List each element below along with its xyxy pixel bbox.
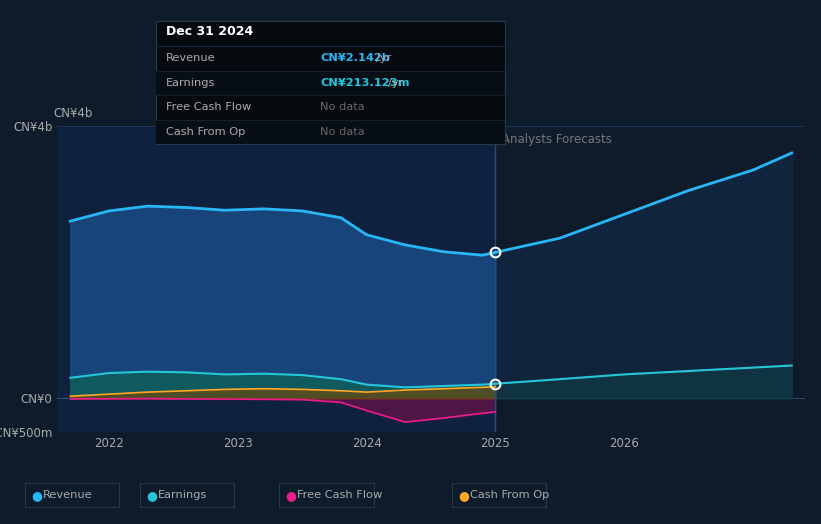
Bar (57, 126, 495, 432)
Text: Free Cash Flow: Free Cash Flow (297, 490, 383, 500)
Text: No data: No data (320, 127, 365, 137)
Text: Cash From Op: Cash From Op (470, 490, 549, 500)
Text: ●: ● (146, 489, 157, 501)
Text: ●: ● (286, 489, 296, 501)
Text: Free Cash Flow: Free Cash Flow (166, 102, 251, 112)
Text: CN¥4b: CN¥4b (53, 106, 93, 119)
Bar (495, 126, 805, 432)
Text: /yr: /yr (388, 78, 403, 88)
Text: ●: ● (31, 489, 42, 501)
Text: Analysts Forecasts: Analysts Forecasts (502, 134, 612, 146)
Text: /yr: /yr (376, 53, 391, 63)
Text: CN¥2.142b: CN¥2.142b (320, 53, 390, 63)
Text: Revenue: Revenue (166, 53, 215, 63)
Text: Dec 31 2024: Dec 31 2024 (166, 25, 253, 38)
Text: ●: ● (458, 489, 469, 501)
Text: CN¥213.123m: CN¥213.123m (320, 78, 410, 88)
Text: No data: No data (320, 102, 365, 112)
Text: Past: Past (465, 134, 489, 146)
Text: Revenue: Revenue (43, 490, 92, 500)
Text: Earnings: Earnings (158, 490, 207, 500)
Text: Cash From Op: Cash From Op (166, 127, 245, 137)
Text: Earnings: Earnings (166, 78, 215, 88)
